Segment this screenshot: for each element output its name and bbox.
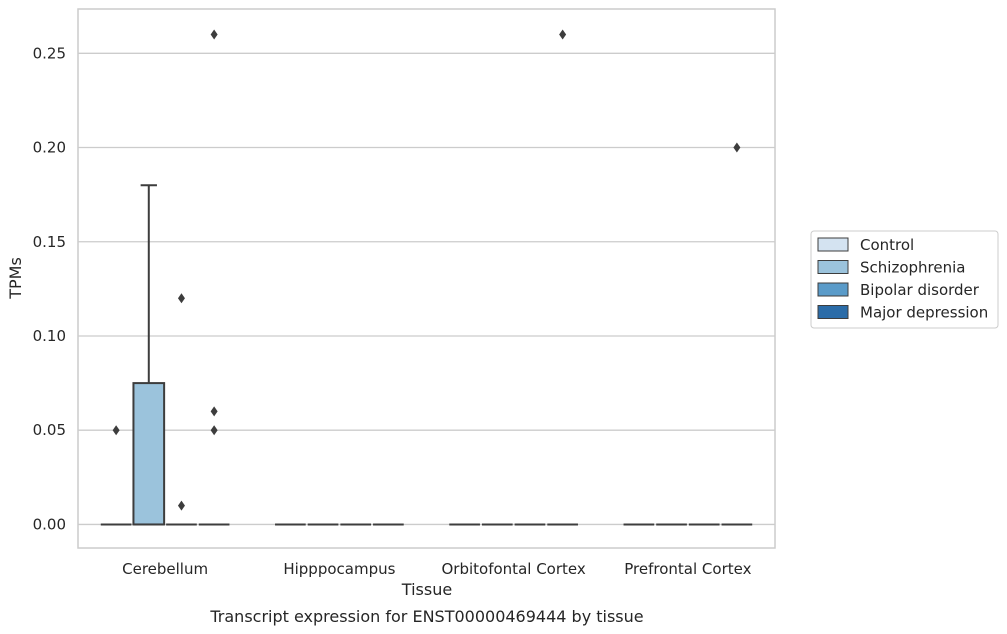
y-tick-label: 0.10: [33, 327, 66, 345]
legend-frame: [810, 230, 999, 329]
legend: Control Schizophrenia Bipolar disorder Majo…: [810, 230, 999, 329]
legend-item: Bipolar disorder: [817, 281, 980, 299]
y-tick-label: 0.20: [33, 139, 66, 157]
outlier-point: [177, 500, 185, 511]
legend-swatch: [817, 282, 849, 297]
legend-item: Major depression: [817, 304, 988, 322]
plot-frame: [77, 8, 776, 549]
y-tick-label: 0.05: [33, 421, 66, 439]
y-tick-label: 0.15: [33, 233, 66, 251]
outlier-point: [733, 142, 741, 153]
outlier-point: [210, 406, 218, 417]
x-tick-label: Prefrontal Cortex: [624, 560, 751, 578]
x-tick-labels: Cerebellum Hipppocampus Orbitofontal Corte…: [122, 560, 751, 578]
legend-label: Control: [860, 236, 914, 254]
y-tick-label: 0.25: [33, 44, 66, 62]
legend-item: Schizophrenia: [817, 259, 965, 277]
y-tick-labels: 0.00 0.05 0.10 0.15 0.20 0.25: [33, 44, 66, 533]
x-tick-label: Hipppocampus: [283, 560, 395, 578]
chart-caption: Transcript expression for ENST0000046944…: [209, 607, 643, 626]
y-axis-label: TPMs: [6, 257, 25, 300]
legend-label: Bipolar disorder: [860, 281, 980, 299]
legend-item: Control: [817, 236, 914, 254]
x-tick-label: Orbitofontal Cortex: [442, 560, 586, 578]
outlier-point: [112, 425, 120, 436]
outlier-point: [210, 29, 218, 40]
box-groups: [100, 184, 753, 526]
legend-label: Schizophrenia: [860, 259, 965, 277]
legend-swatch: [817, 305, 849, 319]
outlier-point: [559, 29, 567, 40]
legend-items: Control Schizophrenia Bipolar disorder Majo…: [817, 236, 988, 322]
outlier-point: [177, 293, 185, 304]
legend-swatch: [817, 237, 849, 252]
outlier-point: [210, 425, 218, 436]
grid-lines: [78, 52, 775, 526]
x-tick-label: Cerebellum: [122, 560, 208, 578]
x-axis-label: Tissue: [401, 580, 452, 599]
legend-swatch: [817, 260, 849, 274]
y-tick-label: 0.00: [33, 515, 66, 533]
box-body: [132, 382, 166, 526]
outlier-points: [112, 29, 741, 511]
box-schizophrenia: [132, 184, 166, 526]
legend-label: Major depression: [860, 304, 988, 322]
